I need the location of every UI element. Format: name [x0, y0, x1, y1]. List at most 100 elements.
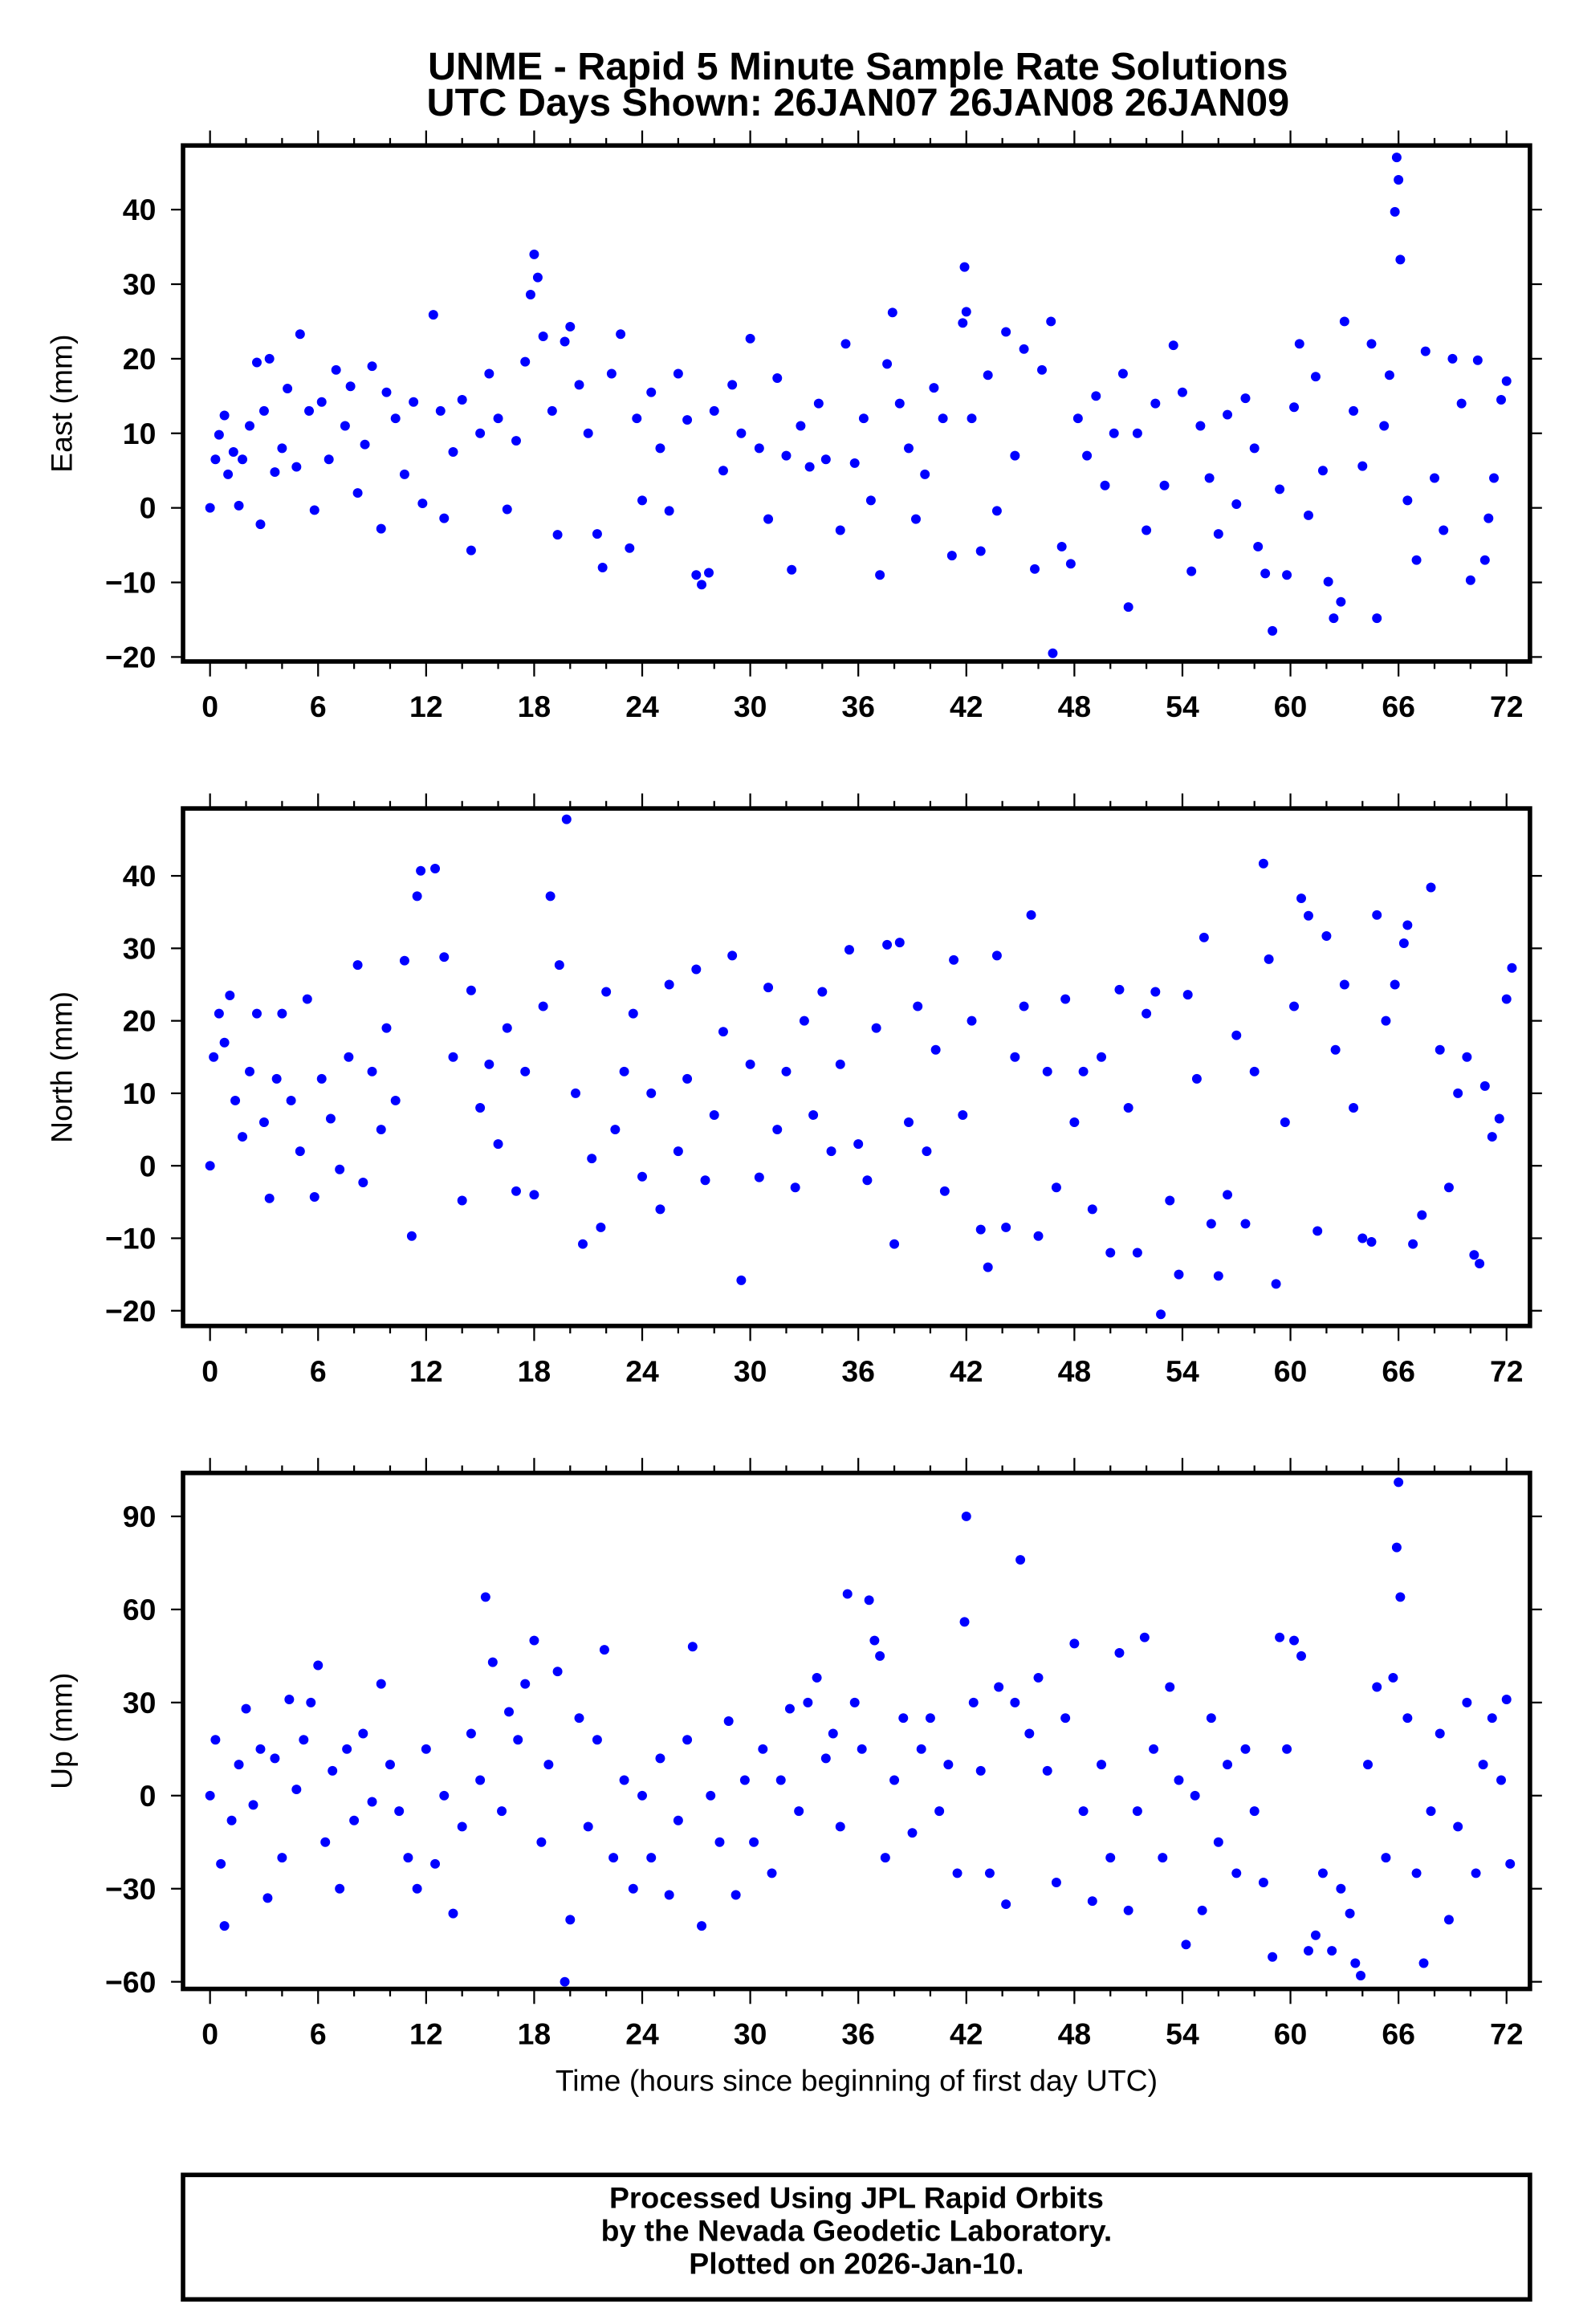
data-point [813, 398, 824, 409]
data-point [565, 321, 576, 332]
data-point [1037, 364, 1047, 375]
data-point [286, 1095, 296, 1105]
x-tick-label: 60 [1274, 2017, 1308, 2051]
data-point [1327, 1946, 1337, 1956]
data-point [421, 1744, 431, 1754]
data-point [1142, 525, 1152, 535]
data-point [1453, 1821, 1463, 1832]
data-point [925, 1713, 935, 1724]
data-point [1304, 910, 1313, 921]
data-point [1069, 1117, 1080, 1128]
data-point [1372, 910, 1382, 920]
data-point [916, 1744, 926, 1754]
x-tick-label: 48 [1058, 690, 1092, 723]
data-point [1253, 541, 1264, 551]
data-point [673, 1146, 683, 1157]
data-point [271, 1073, 282, 1084]
data-point [1289, 402, 1300, 413]
x-tick-label: 24 [625, 1354, 659, 1388]
data-point [1213, 1837, 1223, 1847]
data-point [457, 1195, 467, 1206]
x-axis-label: Time (hours since beginning of first day… [556, 2064, 1158, 2098]
data-point [1078, 1806, 1089, 1817]
y-tick-label: −20 [105, 640, 156, 674]
data-point [952, 1868, 962, 1878]
y-tick-label: 40 [123, 193, 157, 226]
data-point [1462, 1697, 1472, 1707]
data-point [1231, 1868, 1242, 1878]
data-point [1357, 1233, 1368, 1243]
data-points [205, 814, 1517, 1320]
x-tick-label: 36 [841, 690, 875, 723]
data-point [736, 1275, 747, 1285]
data-point [1310, 372, 1321, 382]
data-point [975, 1224, 986, 1235]
data-point [309, 505, 319, 515]
data-point [475, 1775, 486, 1785]
data-point [316, 397, 327, 407]
data-point [1087, 1204, 1097, 1215]
data-point [1296, 893, 1306, 904]
data-point [610, 1125, 621, 1135]
data-point [295, 329, 305, 340]
data-point [320, 1837, 331, 1847]
data-point [709, 405, 719, 416]
data-point [862, 1175, 873, 1186]
data-point [560, 336, 570, 347]
data-point [403, 1853, 413, 1863]
data-point [961, 307, 971, 317]
y-tick-label: 10 [123, 1077, 157, 1110]
y-tick-label: 0 [140, 1149, 157, 1182]
data-point [691, 964, 702, 975]
y-axis-label: East (mm) [45, 334, 79, 472]
data-point [784, 1703, 795, 1714]
data-point [601, 987, 612, 997]
data-point [984, 1868, 995, 1878]
data-point [1060, 1713, 1071, 1724]
data-point [835, 1821, 845, 1832]
data-point [1372, 613, 1382, 624]
x-tick-label: 0 [201, 1354, 218, 1388]
data-point [248, 1800, 258, 1810]
data-point [205, 1161, 215, 1171]
data-point [889, 1775, 900, 1785]
data-point [1231, 499, 1242, 509]
data-point [826, 1146, 836, 1157]
x-tick-label: 66 [1382, 690, 1415, 723]
data-point [466, 1728, 476, 1739]
data-point [277, 1008, 287, 1019]
data-point [1174, 1269, 1184, 1280]
data-point [1349, 405, 1359, 416]
data-point [1240, 1219, 1251, 1229]
x-tick-label: 42 [950, 1354, 983, 1388]
data-point [1082, 450, 1093, 461]
data-point [959, 1617, 970, 1627]
data-point [597, 562, 608, 572]
data-point [842, 1589, 853, 1599]
data-point [763, 514, 774, 524]
data-point [1123, 1905, 1133, 1915]
x-tick-label: 18 [518, 1354, 551, 1388]
data-point [205, 503, 215, 513]
data-point [439, 1790, 450, 1801]
data-point [1487, 1132, 1497, 1142]
data-point [1240, 393, 1251, 404]
data-point [416, 865, 426, 876]
data-point [1223, 1190, 1233, 1200]
data-point [1181, 1939, 1191, 1950]
data-point [435, 405, 446, 416]
data-point [1471, 1868, 1481, 1878]
y-tick-label: 40 [123, 859, 157, 893]
data-point [1336, 596, 1346, 607]
data-point [1465, 575, 1475, 585]
data-point [1321, 931, 1332, 941]
data-point [1258, 1878, 1268, 1887]
data-point [277, 1853, 287, 1863]
data-point [959, 262, 970, 272]
data-point [1507, 963, 1517, 973]
data-point [958, 318, 968, 328]
data-point [1078, 1066, 1089, 1077]
y-tick-label: −10 [105, 566, 156, 600]
data-point [270, 467, 280, 478]
data-point [324, 454, 334, 465]
